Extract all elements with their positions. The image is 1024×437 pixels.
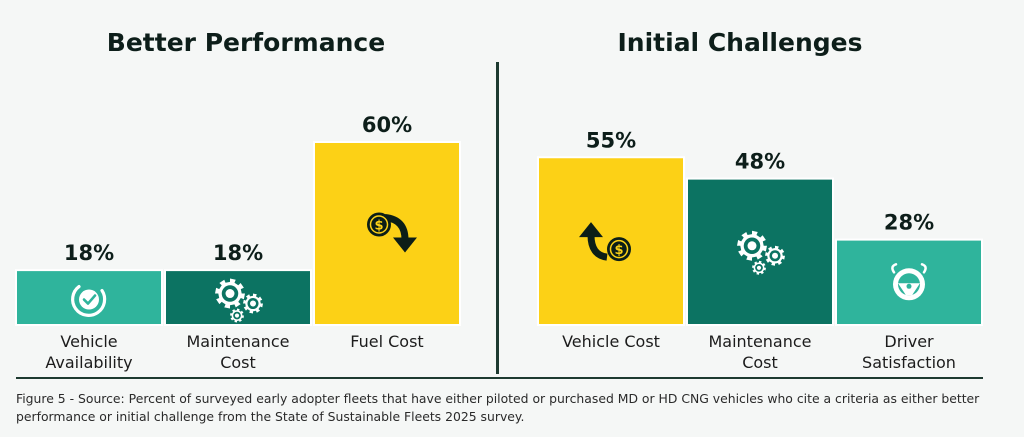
category-label-fuel-cost: Fuel Cost [350, 332, 423, 351]
value-label-fuel-cost: 60% [362, 113, 412, 137]
category-label-maintenance-cost: Cost [220, 353, 256, 372]
figure-caption: Figure 5 - Source: Percent of surveyed e… [16, 391, 980, 424]
category-label-driver-satisfaction: Satisfaction [862, 353, 956, 372]
initial-challenges-title: Initial Challenges [617, 28, 863, 57]
category-label-maintenance-cost: Cost [742, 353, 778, 372]
gears-icon [737, 230, 785, 275]
category-label-vehicle-cost: Vehicle Cost [562, 332, 660, 351]
category-label-maintenance-cost: Maintenance [708, 332, 811, 351]
dollar-down-arrow-icon: $ [367, 212, 417, 253]
bar-fuel-cost [313, 141, 461, 326]
category-label-maintenance-cost: Maintenance [186, 332, 289, 351]
dollar-up-arrow-icon: $ [579, 222, 631, 262]
value-label-vehicle-availability: 18% [64, 241, 114, 265]
value-label-vehicle-cost: 55% [586, 128, 636, 152]
value-label-maintenance-cost: 48% [735, 150, 785, 174]
check-circle-icon [71, 284, 107, 317]
svg-text:$: $ [374, 219, 383, 234]
gears-icon [215, 278, 263, 323]
category-label-driver-satisfaction: Driver [884, 332, 934, 351]
steering-wheel-icon [891, 263, 927, 301]
category-label-vehicle-availability: Availability [45, 353, 132, 372]
better-performance-title: Better Performance [106, 28, 386, 57]
value-label-driver-satisfaction: 28% [884, 211, 934, 235]
panel-divider [496, 62, 499, 374]
value-label-maintenance-cost: 18% [213, 241, 263, 265]
category-label-vehicle-availability: Vehicle [60, 332, 117, 351]
svg-text:$: $ [614, 243, 623, 258]
chart-baseline [16, 377, 983, 379]
